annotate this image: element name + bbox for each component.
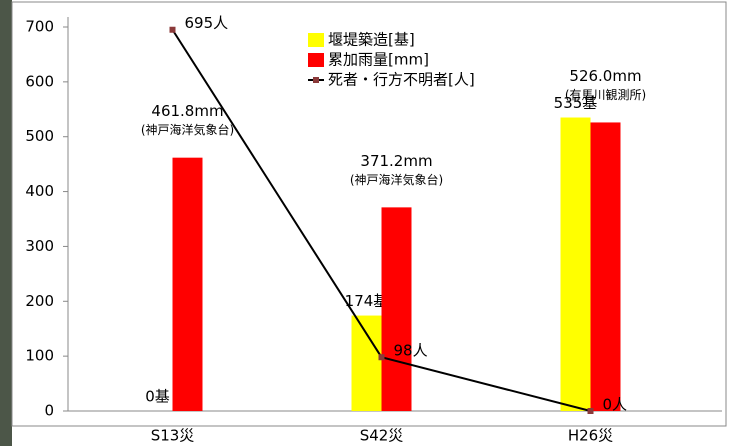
- line-marker: [587, 408, 594, 414]
- legend-swatch: [308, 33, 324, 47]
- y-tick-label: 400: [25, 182, 54, 200]
- plot-frame: [11, 1, 727, 427]
- value-label: 695人: [185, 14, 229, 32]
- y-tick-label: 300: [25, 237, 54, 255]
- bar: [590, 122, 621, 412]
- bar: [172, 157, 203, 411]
- value-label: 461.8mm: [151, 102, 223, 120]
- value-note: (神戸海洋気象台): [350, 172, 443, 187]
- y-tick-label: 0: [44, 402, 54, 420]
- y-tick-label: 500: [25, 127, 54, 145]
- value-label: 0基: [145, 388, 170, 406]
- bar: [381, 207, 412, 411]
- value-label: 174基: [345, 292, 389, 310]
- value-label: 371.2mm: [360, 152, 432, 170]
- x-tick-label: S13災: [151, 427, 195, 445]
- y-tick-label: 700: [25, 18, 54, 36]
- value-label: 535基: [554, 94, 598, 112]
- value-label: 0人: [603, 396, 628, 414]
- legend-label: 堰堤築造[基]: [328, 31, 415, 49]
- y-tick-label: 200: [25, 292, 54, 310]
- value-note: (神戸海洋気象台): [141, 122, 234, 137]
- legend-label: 死者・行方不明者[人]: [328, 71, 475, 89]
- line-marker: [378, 354, 385, 361]
- value-label: 526.0mm: [569, 67, 641, 85]
- value-note: (有馬川観測所): [565, 88, 646, 102]
- x-tick-label: S42災: [360, 427, 404, 445]
- y-tick-label: 100: [25, 347, 54, 365]
- value-label: 98人: [394, 342, 428, 360]
- line-marker: [169, 26, 176, 33]
- legend-label: 累加雨量[mm]: [328, 51, 429, 69]
- legend-swatch: [313, 77, 319, 83]
- legend-swatch: [308, 53, 324, 67]
- bar: [560, 117, 591, 411]
- y-tick-label: 600: [25, 72, 54, 90]
- bar: [351, 315, 382, 411]
- x-tick-label: H26災: [568, 427, 613, 445]
